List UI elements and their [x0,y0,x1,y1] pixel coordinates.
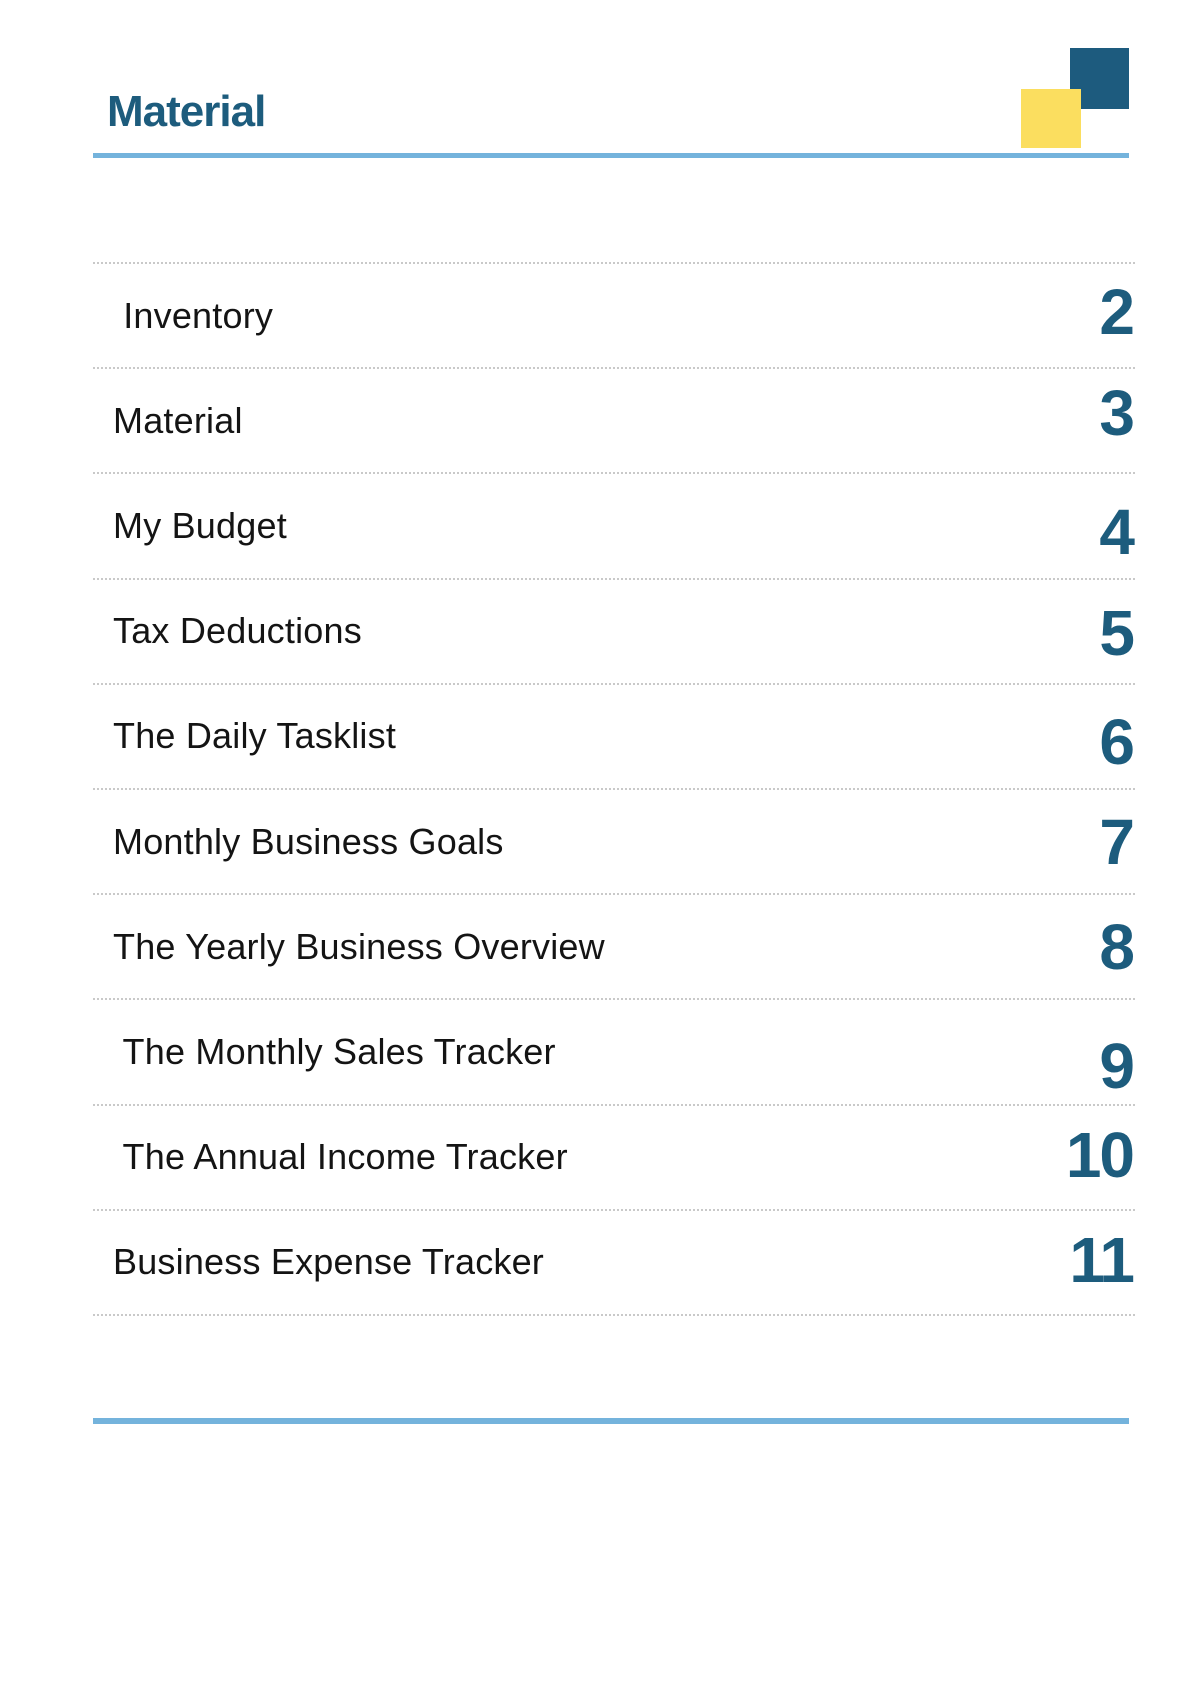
toc-entry-page: 4 [1099,495,1135,568]
toc-entry-page: 2 [1099,275,1135,348]
toc-entry-page: 6 [1099,706,1135,779]
toc-entry-title: The Daily Tasklist [113,715,397,757]
toc-row: Tax Deductions 5 [93,580,1135,685]
toc-row: Business Expense Tracker 11 [93,1211,1135,1316]
toc-entry-title: Inventory [113,294,274,336]
toc-entry-title: My Budget [113,504,287,546]
toc-entry-title: Material [113,399,243,441]
toc-entry-title: Tax Deductions [113,610,362,652]
toc-entry-title: Monthly Business Goals [113,820,504,862]
toc-entry-title: The Monthly Sales Tracker [113,1030,556,1072]
toc-entry-page: 11 [1069,1224,1135,1297]
toc-row: Material 3 [93,369,1135,475]
toc-row: Inventory 2 [93,264,1135,370]
toc-entry-title: Business Expense Tracker [113,1241,544,1283]
toc-entry-title: The Yearly Business Overview [113,925,605,967]
toc-row: The Daily Tasklist 6 [93,685,1135,790]
toc-entry-page: 5 [1099,597,1135,670]
toc-entry-page: 9 [1099,1029,1135,1102]
toc-entry-title: The Annual Income Tracker [113,1136,568,1178]
toc-entry-page: 10 [1065,1119,1135,1192]
toc-entry-page: 7 [1099,805,1135,878]
toc-row: The Yearly Business Overview 8 [93,895,1135,1001]
table-of-contents: Inventory 2 Material 3 My Budget 4 Tax D… [93,262,1135,1316]
toc-row: My Budget 4 [93,474,1135,580]
toc-row: Monthly Business Goals 7 [93,790,1135,896]
toc-entry-page: 8 [1099,910,1135,983]
toc-entry-page: 3 [1099,376,1135,449]
page-title: Material [107,87,266,136]
header-divider [93,153,1129,158]
toc-row: The Monthly Sales Tracker 9 [93,1000,1135,1106]
decor-square-yellow [1021,89,1081,148]
footer-divider [93,1418,1129,1424]
toc-row: The Annual Income Tracker 10 [93,1106,1135,1211]
